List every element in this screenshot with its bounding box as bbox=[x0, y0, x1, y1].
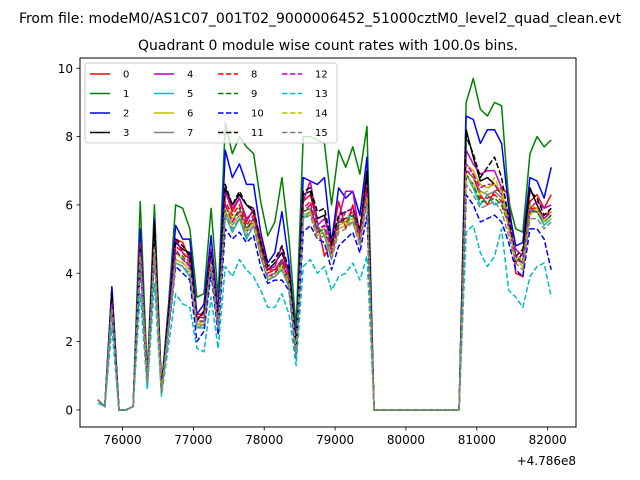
series-line-2 bbox=[97, 115, 552, 411]
y-tick-label: 0 bbox=[65, 403, 73, 417]
x-tick-label: 78000 bbox=[245, 433, 283, 447]
x-tick-label: 76000 bbox=[103, 433, 141, 447]
x-tick-label: 79000 bbox=[316, 433, 354, 447]
legend-label-15: 15 bbox=[315, 128, 328, 139]
y-tick-label: 6 bbox=[65, 198, 73, 212]
legend-label-6: 6 bbox=[187, 109, 193, 120]
legend-label-7: 7 bbox=[187, 128, 193, 139]
figure-suptitle: From file: modeM0/AS1C07_001T02_90000064… bbox=[19, 11, 622, 27]
legend-label-10: 10 bbox=[251, 109, 264, 120]
series-line-14 bbox=[97, 173, 552, 411]
legend-label-5: 5 bbox=[187, 89, 193, 100]
series-line-5 bbox=[97, 173, 552, 411]
legend-label-2: 2 bbox=[123, 109, 129, 120]
x-offset-label: +4.786e8 bbox=[517, 454, 576, 468]
y-tick-label: 4 bbox=[65, 267, 73, 281]
series-line-15 bbox=[97, 183, 552, 411]
legend-label-13: 13 bbox=[315, 89, 328, 100]
axis-layer: 76000 77000 78000 79000 80000 81000 82000 0 2 4 6 8… bbox=[58, 62, 567, 447]
series-line-13 bbox=[97, 224, 552, 411]
x-tick-label: 82000 bbox=[529, 433, 567, 447]
legend-label-9: 9 bbox=[251, 89, 257, 100]
legend-label-14: 14 bbox=[315, 109, 328, 120]
x-tick-label: 77000 bbox=[174, 433, 212, 447]
legend-label-4: 4 bbox=[187, 70, 193, 81]
series-line-9 bbox=[97, 173, 552, 411]
series-line-12 bbox=[97, 163, 552, 411]
y-tick-label: 2 bbox=[65, 335, 73, 349]
legend-label-0: 0 bbox=[123, 70, 129, 81]
legend-label-1: 1 bbox=[123, 89, 129, 100]
x-tick-label: 80000 bbox=[387, 433, 425, 447]
legend-label-12: 12 bbox=[315, 70, 328, 81]
legend-label-11: 11 bbox=[251, 128, 264, 139]
legend-box bbox=[84, 62, 338, 144]
legend-label-8: 8 bbox=[251, 70, 257, 81]
x-tick-label: 81000 bbox=[458, 433, 496, 447]
plot-area-frame bbox=[79, 57, 577, 428]
series-layer bbox=[97, 77, 552, 411]
series-line-4 bbox=[97, 149, 552, 411]
y-tick-label: 10 bbox=[58, 62, 73, 76]
chart-title: Quadrant 0 module wise count rates with … bbox=[138, 38, 518, 54]
legend-label-3: 3 bbox=[123, 128, 129, 139]
y-tick-label: 8 bbox=[65, 130, 73, 144]
